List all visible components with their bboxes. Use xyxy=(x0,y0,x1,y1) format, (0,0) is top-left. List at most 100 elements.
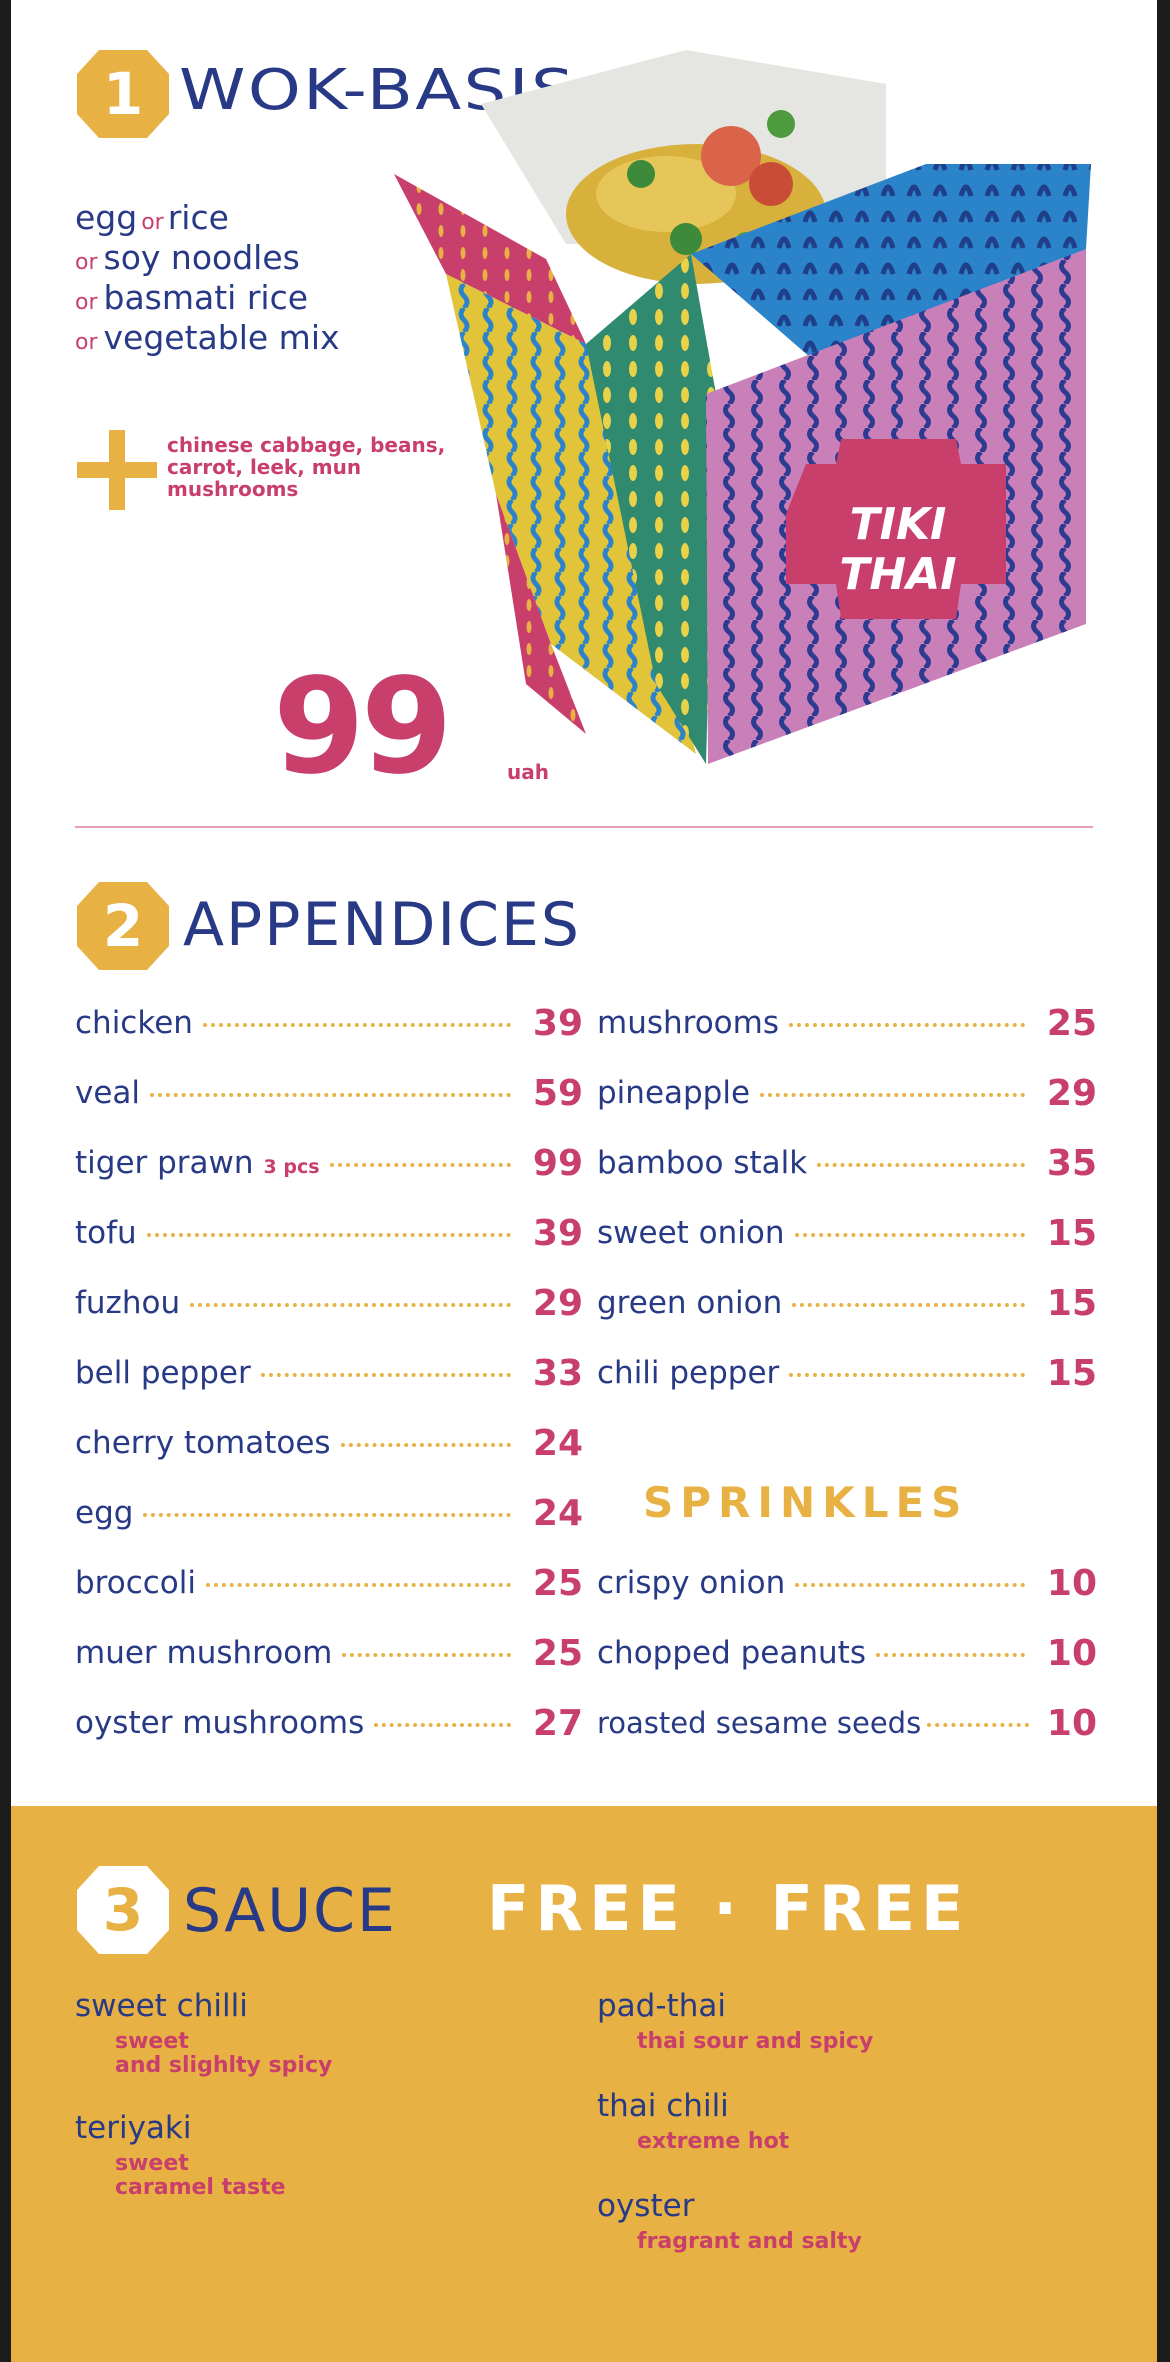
base-option-basmati-rice: or basmati rice xyxy=(75,278,308,317)
section-3-number: 3 xyxy=(102,1876,144,1944)
dot-leader xyxy=(329,1163,511,1167)
dot-leader xyxy=(143,1513,511,1517)
item-name: chili pepper xyxy=(597,1355,780,1391)
item-price: 15 xyxy=(1046,1212,1097,1254)
base-egg: egg xyxy=(75,198,138,237)
item-name: veal xyxy=(75,1075,141,1111)
item-name: fuzhou xyxy=(75,1285,181,1321)
dot-leader xyxy=(927,1723,1029,1727)
item-name-text: tiger prawn xyxy=(75,1145,254,1181)
item-name: bell pepper xyxy=(75,1355,251,1391)
appendices-title: APPENDICES xyxy=(183,890,581,960)
dot-leader xyxy=(260,1373,511,1377)
list-item: green onion 15 xyxy=(597,1281,1097,1325)
section-3-badge: 3 xyxy=(75,1862,171,1958)
sauce-name: sweet chilli xyxy=(75,1988,248,2024)
sauce-desc: extreme hot xyxy=(637,2129,790,2154)
item-price: 99 xyxy=(532,1142,583,1184)
menu-page: 1 WOK-BASIS egg or rice or soy noodles or ba… xyxy=(11,0,1157,2362)
dot-leader xyxy=(150,1093,511,1097)
sauce-desc: thai sour and spicy xyxy=(637,2029,874,2054)
list-item: fuzhou 29 xyxy=(75,1281,583,1325)
section-divider xyxy=(75,826,1093,828)
list-item: broccoli 25 xyxy=(75,1561,583,1605)
item-name: mushrooms xyxy=(597,1005,779,1041)
list-item: pineapple 29 xyxy=(597,1071,1097,1115)
dot-leader xyxy=(794,1233,1025,1237)
sauce-desc: and slighlty spicy xyxy=(115,2053,333,2078)
item-note: 3 pcs xyxy=(263,1156,320,1178)
item-price: 59 xyxy=(532,1072,583,1114)
list-item: veal 59 xyxy=(75,1071,583,1115)
box-logo-top: TIKI xyxy=(850,499,947,550)
box-logo-bottom: THAI xyxy=(839,549,956,600)
dot-leader xyxy=(202,1023,511,1027)
dot-leader xyxy=(795,1583,1025,1587)
item-price: 39 xyxy=(532,1002,583,1044)
item-price: 15 xyxy=(1046,1282,1097,1324)
sauce-desc: caramel taste xyxy=(115,2175,286,2200)
sauce-desc: sweet xyxy=(115,2151,189,2176)
item-name: muer mushroom xyxy=(75,1635,333,1671)
section-2-badge: 2 xyxy=(75,878,171,974)
sprinkles-title: SPRINKLES xyxy=(643,1478,969,1527)
base-option-soy-noodles: or soy noodles xyxy=(75,238,300,277)
list-item: mushrooms 25 xyxy=(597,1001,1097,1045)
base-text: basmati rice xyxy=(103,278,309,317)
dot-leader xyxy=(789,1023,1025,1027)
item-price: 29 xyxy=(532,1282,583,1324)
dot-leader xyxy=(374,1723,511,1727)
item-name: cherry tomatoes xyxy=(75,1425,331,1461)
or-word: or xyxy=(75,250,98,275)
wok-currency: uah xyxy=(507,760,549,784)
section-1-badge: 1 xyxy=(75,46,171,142)
sauce-section: 3 SAUCE xyxy=(11,1806,1157,2362)
list-item: sweet onion 15 xyxy=(597,1211,1097,1255)
item-price: 10 xyxy=(1046,1562,1097,1604)
item-price: 15 xyxy=(1046,1352,1097,1394)
item-name: tiger prawn 3 pcs xyxy=(75,1145,320,1181)
list-item: roasted sesame seeds 10 xyxy=(597,1701,1097,1745)
list-item: muer mushroom 25 xyxy=(75,1631,583,1675)
sauce-name: pad-thai xyxy=(597,1988,726,2024)
free-banner: FREE · FREE xyxy=(487,1872,970,1945)
item-price: 25 xyxy=(532,1632,583,1674)
base-option-vegetable-mix: or vegetable mix xyxy=(75,318,340,357)
item-name: egg xyxy=(75,1495,134,1531)
item-name: bamboo stalk xyxy=(597,1145,808,1181)
dot-leader xyxy=(206,1583,511,1587)
dot-leader xyxy=(342,1653,511,1657)
item-name: green onion xyxy=(597,1285,783,1321)
item-name: oyster mushrooms xyxy=(75,1705,365,1741)
item-price: 24 xyxy=(532,1492,583,1534)
or-word: or xyxy=(75,330,98,355)
dot-leader xyxy=(760,1093,1025,1097)
item-name: pineapple xyxy=(597,1075,751,1111)
list-item: chili pepper 15 xyxy=(597,1351,1097,1395)
item-price: 39 xyxy=(532,1212,583,1254)
wok-price: 99 xyxy=(273,650,453,804)
item-name: broccoli xyxy=(75,1565,196,1601)
list-item: bell pepper 33 xyxy=(75,1351,583,1395)
list-item: tiger prawn 3 pcs 99 xyxy=(75,1141,583,1185)
item-price: 25 xyxy=(532,1562,583,1604)
section-1-number: 1 xyxy=(102,60,144,128)
plus-icon xyxy=(77,430,157,510)
item-price: 10 xyxy=(1046,1702,1097,1744)
or-word: or xyxy=(141,210,164,235)
sauce-name: teriyaki xyxy=(75,2110,192,2146)
list-item: oyster mushrooms 27 xyxy=(75,1701,583,1745)
sauce-title: SAUCE xyxy=(183,1876,397,1946)
sauce-desc: sweet xyxy=(115,2029,189,2054)
dot-leader xyxy=(146,1233,511,1237)
item-name: crispy onion xyxy=(597,1565,786,1601)
item-name: chopped peanuts xyxy=(597,1635,866,1671)
item-name: sweet onion xyxy=(597,1215,785,1251)
item-price: 29 xyxy=(1046,1072,1097,1114)
item-price: 27 xyxy=(532,1702,583,1744)
dot-leader xyxy=(792,1303,1025,1307)
dot-leader xyxy=(817,1163,1025,1167)
sauce-name: thai chili xyxy=(597,2088,729,2124)
sauce-name: oyster xyxy=(597,2188,695,2224)
base-text: vegetable mix xyxy=(103,318,340,357)
